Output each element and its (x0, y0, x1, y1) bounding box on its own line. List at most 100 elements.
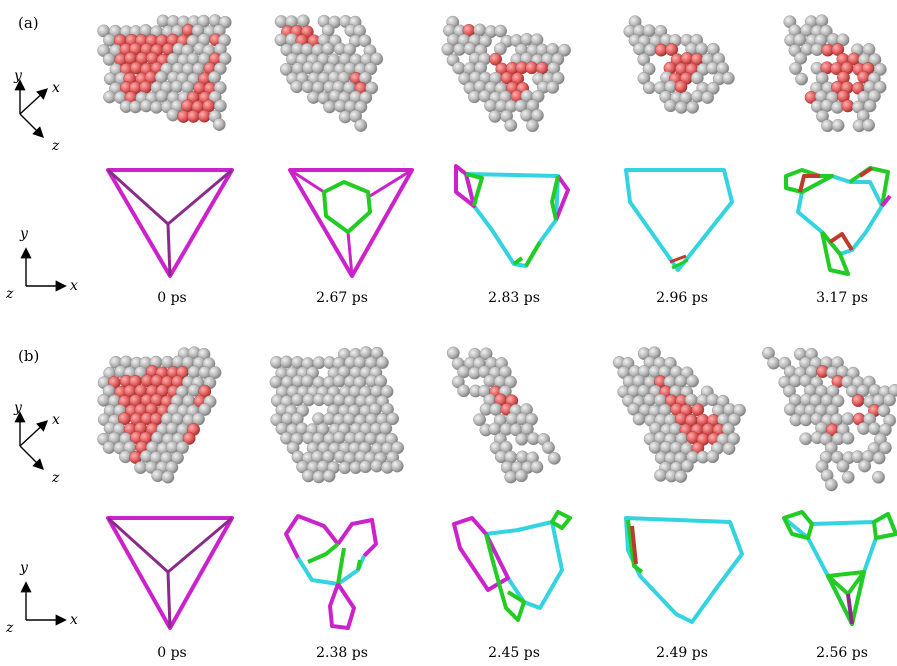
atom-gray (799, 413, 813, 427)
atom-gray (863, 99, 877, 113)
atom-gray (379, 422, 393, 435)
atom-gray (441, 42, 455, 56)
atom-gray (338, 461, 352, 475)
time-label: 2.83 ps (488, 290, 540, 306)
axes-2d-a: y x z (5, 226, 78, 302)
atom-gray (208, 70, 222, 84)
atom-gray (841, 412, 855, 426)
time-label: 0 ps (157, 645, 187, 661)
cluster-b-1 (269, 346, 405, 484)
atom-red (674, 80, 688, 94)
atom-gray (489, 403, 503, 416)
axis-z-label: z (5, 620, 14, 636)
atom-gray (877, 404, 891, 418)
atom-gray (727, 413, 741, 426)
panel-label-b: (b) (18, 347, 40, 365)
axis-x-label: x (52, 412, 60, 428)
atom-red (139, 80, 153, 94)
atom-gray (858, 459, 872, 473)
atom-gray (642, 81, 656, 95)
atom-gray (171, 451, 184, 465)
dislocation-b-2 (452, 510, 572, 622)
time-label: 3.17 ps (816, 290, 868, 306)
atom-gray (675, 101, 688, 114)
atom-gray (674, 470, 688, 483)
time-label: 2.96 ps (656, 290, 708, 306)
axis-z-label: z (5, 286, 14, 302)
axis-y-label: y (13, 400, 23, 416)
atom-gray (632, 412, 646, 426)
atom-red (691, 403, 705, 417)
atom-gray (129, 100, 142, 114)
atom-gray (686, 100, 700, 114)
atom-gray (767, 356, 781, 370)
atom-gray (789, 62, 802, 75)
atom-gray (857, 422, 871, 435)
atom-gray (654, 468, 667, 482)
atom-gray (831, 394, 845, 408)
atom-gray (542, 441, 555, 454)
cluster-a-2 (441, 15, 571, 133)
atom-gray (515, 432, 529, 446)
atom-gray (370, 52, 384, 66)
atom-red (182, 432, 196, 445)
cluster-b-4 (762, 346, 897, 492)
atom-gray (868, 422, 881, 436)
atom-gray (291, 393, 304, 407)
axis-x-label: x (70, 278, 78, 294)
atom-gray (333, 431, 346, 445)
dislocation-b-0 (106, 516, 234, 630)
axis-x-label: x (70, 612, 78, 628)
axes-3d-a: y x z (13, 68, 60, 154)
atom-gray (831, 119, 845, 132)
time-label: 2.67 ps (316, 290, 368, 306)
atom-gray (873, 63, 887, 76)
atom-red (187, 110, 200, 123)
atom-gray (176, 441, 189, 454)
axis-z-label: z (51, 470, 60, 486)
atom-gray (794, 51, 808, 65)
axis-z-label: z (51, 138, 60, 154)
atom-gray (872, 470, 885, 484)
atom-gray (446, 346, 460, 360)
atom-gray (686, 374, 699, 388)
dislocation-b-3 (624, 516, 744, 624)
atom-gray (390, 459, 404, 473)
atom-gray (365, 81, 379, 95)
atom-gray (208, 366, 222, 379)
atom-gray (103, 90, 117, 104)
atom-gray (155, 89, 169, 103)
cluster-b-0 (97, 346, 222, 484)
atom-gray (457, 384, 471, 398)
atom-red (489, 52, 502, 66)
cluster-a-0 (97, 14, 232, 131)
atom-gray (558, 43, 571, 57)
atom-gray (681, 459, 694, 473)
axis-y-label: y (19, 560, 29, 576)
atom-gray (836, 459, 850, 473)
atom-gray (473, 413, 486, 427)
atom-gray (488, 110, 502, 123)
time-label: 2.38 ps (316, 645, 368, 661)
atom-gray (301, 374, 314, 388)
atom-gray (280, 355, 293, 369)
axis-y-label: y (13, 68, 23, 84)
atom-gray (213, 99, 227, 113)
atom-gray (722, 442, 736, 455)
time-label: 2.49 ps (656, 645, 708, 661)
axis-y-label: y (19, 226, 29, 242)
atom-gray (721, 71, 735, 85)
atom-gray (783, 384, 796, 398)
atom-gray (879, 441, 892, 455)
axes-3d-b: y x z (13, 400, 60, 486)
time-label: 2.56 ps (816, 645, 868, 661)
atom-gray (862, 118, 876, 132)
atom-gray (706, 450, 720, 464)
atom-gray (376, 356, 389, 370)
dislocation-a-1 (288, 168, 414, 278)
atom-gray (386, 412, 400, 426)
atom-gray (198, 403, 212, 416)
atom-gray (290, 80, 304, 94)
atom-gray (494, 24, 507, 38)
axis-x-label: x (52, 80, 60, 96)
